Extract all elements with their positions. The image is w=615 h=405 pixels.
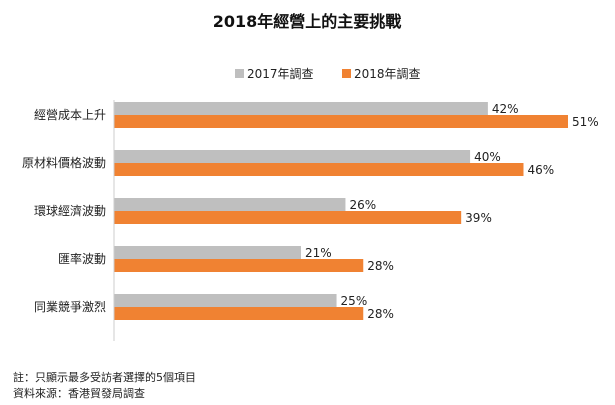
legend: 2017年調查 2018年調查 bbox=[235, 67, 421, 81]
bar-2018 bbox=[114, 259, 364, 272]
data-label: 40% bbox=[474, 150, 501, 164]
data-label: 25% bbox=[341, 294, 368, 308]
bar-2017 bbox=[114, 246, 301, 259]
data-label: 42% bbox=[492, 102, 519, 116]
data-label: 28% bbox=[367, 259, 394, 273]
bars: 42%51%40%46%26%39%21%28%25%28% bbox=[114, 102, 599, 321]
bar-2017 bbox=[114, 150, 471, 163]
data-label: 46% bbox=[527, 163, 554, 177]
source-note: 資料來源：香港貿發局調查 bbox=[13, 386, 145, 400]
bar-2017 bbox=[114, 102, 488, 115]
bar-2018 bbox=[114, 211, 462, 224]
category-label: 同業競爭激烈 bbox=[34, 299, 106, 314]
category-label: 環球經濟波動 bbox=[34, 203, 106, 218]
legend-swatch-2018 bbox=[342, 69, 351, 78]
legend-swatch-2017 bbox=[235, 69, 244, 78]
legend-label-2017: 2017年調查 bbox=[247, 67, 314, 81]
data-label: 51% bbox=[572, 115, 599, 129]
bar-2017 bbox=[114, 294, 337, 307]
legend-label-2018: 2018年調查 bbox=[354, 67, 421, 81]
bar-2017 bbox=[114, 198, 346, 211]
bar-2018 bbox=[114, 307, 364, 320]
bar-2018 bbox=[114, 115, 568, 128]
data-label: 28% bbox=[367, 307, 394, 321]
data-label: 21% bbox=[305, 246, 332, 260]
data-label: 39% bbox=[465, 211, 492, 225]
chart-title: 2018年經營上的主要挑戰 bbox=[213, 12, 402, 31]
data-label: 26% bbox=[349, 198, 376, 212]
category-label: 原材料價格波動 bbox=[22, 155, 106, 170]
category-label: 經營成本上升 bbox=[34, 108, 106, 122]
bar-2018 bbox=[114, 163, 524, 176]
footnote: 註：只顯示最多受訪者選擇的5個項目 bbox=[13, 370, 196, 384]
category-label: 匯率波動 bbox=[58, 251, 106, 266]
